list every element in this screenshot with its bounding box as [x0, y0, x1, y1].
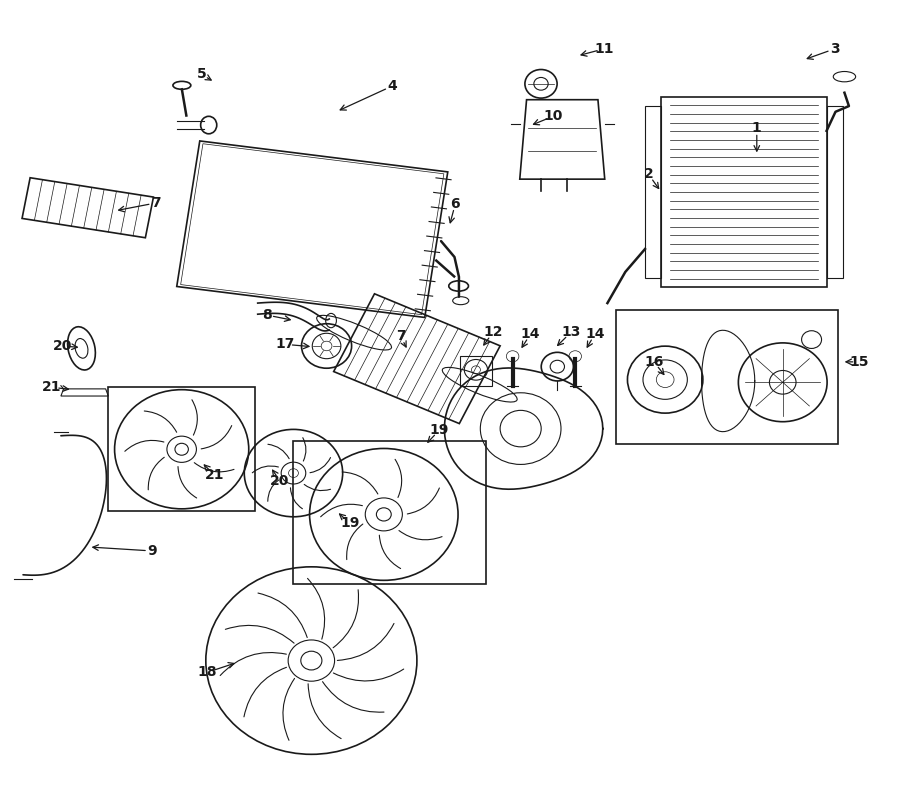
Text: 14: 14	[521, 327, 540, 341]
Text: 21: 21	[42, 380, 62, 394]
Text: 4: 4	[387, 79, 397, 93]
Text: 12: 12	[483, 326, 503, 339]
Text: 2: 2	[644, 167, 653, 182]
Text: 7: 7	[151, 196, 160, 210]
Text: 7: 7	[396, 330, 406, 343]
Bar	[645, 106, 662, 278]
Text: 8: 8	[262, 308, 272, 322]
Bar	[616, 310, 838, 444]
Text: 16: 16	[644, 355, 663, 369]
Text: 17: 17	[275, 338, 295, 351]
Text: 15: 15	[850, 355, 869, 369]
Text: 11: 11	[594, 42, 614, 56]
Text: 13: 13	[561, 326, 581, 339]
Text: 9: 9	[148, 544, 157, 558]
Bar	[826, 106, 842, 278]
Text: 14: 14	[585, 327, 605, 341]
Text: 1: 1	[752, 122, 761, 135]
Text: 19: 19	[340, 516, 359, 530]
Text: 20: 20	[270, 474, 290, 488]
Text: 5: 5	[196, 67, 206, 82]
Text: 10: 10	[544, 110, 562, 123]
Text: 3: 3	[830, 42, 840, 56]
Text: 19: 19	[429, 423, 449, 437]
Text: 6: 6	[451, 197, 460, 210]
Text: 18: 18	[197, 666, 217, 679]
Text: 21: 21	[205, 469, 224, 482]
Text: 20: 20	[53, 339, 72, 353]
Bar	[460, 355, 492, 386]
